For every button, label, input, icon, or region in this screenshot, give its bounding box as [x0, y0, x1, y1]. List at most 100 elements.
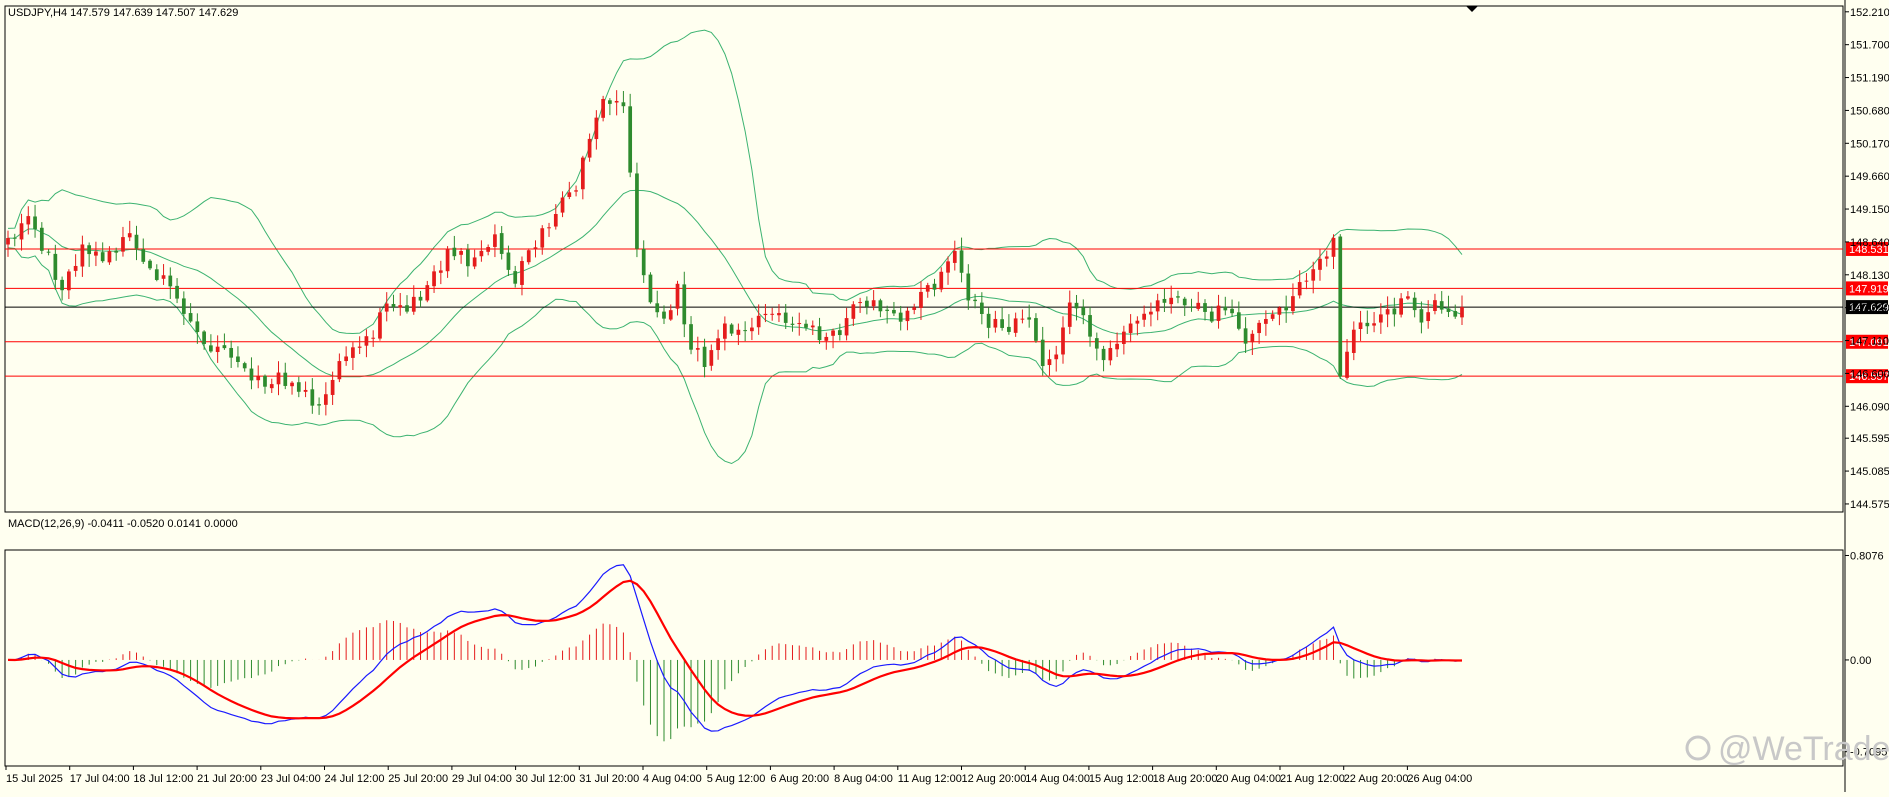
candle[interactable]: [648, 272, 653, 304]
candle[interactable]: [229, 340, 234, 368]
candle[interactable]: [824, 332, 829, 350]
candle[interactable]: [269, 378, 274, 394]
candle[interactable]: [384, 292, 389, 322]
candle[interactable]: [114, 247, 119, 261]
candle[interactable]: [418, 290, 423, 308]
candle[interactable]: [202, 330, 206, 350]
candle[interactable]: [12, 233, 17, 247]
candle[interactable]: [26, 206, 31, 235]
candle[interactable]: [1189, 298, 1194, 312]
candle[interactable]: [283, 362, 288, 390]
candle[interactable]: [662, 305, 666, 325]
candle[interactable]: [1446, 295, 1451, 318]
candle[interactable]: [1054, 345, 1059, 372]
candle[interactable]: [797, 312, 802, 336]
candle[interactable]: [526, 248, 531, 265]
candle[interactable]: [1115, 332, 1119, 357]
candle[interactable]: [1176, 290, 1180, 304]
candle[interactable]: [445, 246, 450, 278]
candle[interactable]: [831, 328, 835, 349]
candle[interactable]: [1027, 304, 1032, 328]
candle[interactable]: [979, 292, 984, 325]
candle[interactable]: [168, 267, 173, 299]
candle[interactable]: [1236, 301, 1241, 331]
candle[interactable]: [344, 346, 348, 366]
candle[interactable]: [736, 323, 741, 346]
candle[interactable]: [371, 330, 376, 347]
candle[interactable]: [127, 220, 132, 242]
candle[interactable]: [1182, 296, 1187, 317]
candle[interactable]: [547, 222, 551, 237]
candle[interactable]: [6, 230, 10, 257]
candle[interactable]: [303, 381, 308, 398]
candle[interactable]: [330, 371, 335, 405]
candle[interactable]: [398, 293, 403, 316]
candle[interactable]: [993, 310, 998, 333]
candle[interactable]: [364, 329, 369, 358]
candle[interactable]: [33, 204, 37, 238]
candle[interactable]: [1433, 293, 1437, 315]
candle[interactable]: [946, 256, 950, 285]
candle[interactable]: [1392, 297, 1397, 327]
candle[interactable]: [438, 260, 443, 285]
candle[interactable]: [878, 298, 883, 318]
candle[interactable]: [161, 264, 166, 285]
candle[interactable]: [1209, 306, 1214, 323]
candle[interactable]: [540, 225, 545, 255]
candle[interactable]: [1169, 285, 1174, 314]
candle[interactable]: [60, 276, 64, 301]
candle[interactable]: [121, 226, 125, 257]
candle[interactable]: [905, 307, 910, 331]
candle[interactable]: [222, 333, 227, 350]
candle[interactable]: [1047, 349, 1052, 376]
candle[interactable]: [1088, 306, 1092, 347]
candle[interactable]: [73, 254, 78, 277]
candle[interactable]: [249, 357, 254, 390]
candle[interactable]: [952, 240, 957, 271]
candle[interactable]: [1081, 299, 1086, 325]
candle[interactable]: [80, 235, 85, 277]
candle[interactable]: [844, 307, 849, 341]
candle[interactable]: [1297, 270, 1302, 299]
candle[interactable]: [1270, 310, 1275, 322]
candle[interactable]: [1203, 299, 1207, 321]
candle[interactable]: [405, 295, 409, 314]
candle[interactable]: [939, 267, 944, 293]
candle[interactable]: [1304, 273, 1309, 290]
candle[interactable]: [1351, 321, 1356, 361]
candle[interactable]: [1250, 330, 1255, 355]
candle[interactable]: [1007, 314, 1011, 335]
candle[interactable]: [141, 238, 146, 264]
candle[interactable]: [1338, 234, 1343, 379]
candle[interactable]: [452, 235, 457, 261]
candle[interactable]: [932, 278, 937, 297]
candle[interactable]: [154, 264, 159, 282]
candle[interactable]: [87, 242, 92, 267]
candle[interactable]: [580, 155, 585, 200]
candle[interactable]: [885, 305, 890, 324]
candle[interactable]: [391, 294, 396, 312]
candle[interactable]: [148, 259, 152, 271]
candle[interactable]: [195, 313, 200, 344]
candle[interactable]: [1020, 309, 1025, 324]
candle[interactable]: [1000, 307, 1004, 331]
candle[interactable]: [783, 304, 788, 330]
candle[interactable]: [215, 335, 220, 363]
candle[interactable]: [837, 323, 842, 341]
candle[interactable]: [702, 338, 707, 378]
candle[interactable]: [1149, 302, 1153, 327]
candle[interactable]: [621, 91, 626, 114]
candle[interactable]: [770, 307, 775, 321]
candle[interactable]: [608, 98, 612, 116]
candle[interactable]: [756, 304, 761, 335]
candle[interactable]: [973, 293, 977, 309]
candle[interactable]: [567, 181, 572, 200]
candle[interactable]: [46, 248, 51, 256]
candle[interactable]: [1277, 306, 1282, 326]
candle[interactable]: [925, 282, 930, 298]
candle[interactable]: [209, 334, 213, 353]
candle[interactable]: [479, 240, 484, 262]
candle[interactable]: [378, 307, 382, 341]
candle[interactable]: [695, 336, 700, 362]
candle[interactable]: [1216, 294, 1221, 329]
